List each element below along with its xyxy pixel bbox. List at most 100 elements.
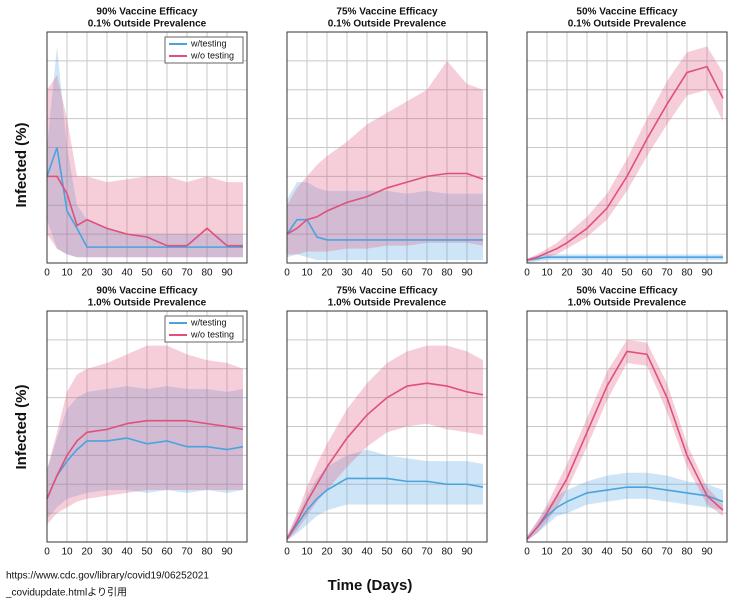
x-tick-label: 70 [421, 268, 433, 279]
x-tick-label: 10 [541, 547, 553, 558]
y-axis-label: Infected (%) [13, 122, 30, 207]
x-tick-label: 70 [421, 547, 433, 558]
x-tick-label: 40 [361, 547, 373, 558]
source-text: _covidupdate.htmlより引用 [5, 587, 127, 599]
plot-frame [286, 31, 488, 264]
x-tick-label: 90 [461, 268, 473, 279]
confidence-band [287, 449, 483, 541]
x-tick-label: 30 [581, 268, 593, 279]
series-line [526, 486, 724, 540]
x-tick-label: 90 [701, 547, 713, 558]
legend-box [164, 315, 244, 343]
confidence-band [287, 60, 483, 255]
x-tick-label: 70 [661, 547, 673, 558]
confidence-band [47, 75, 243, 258]
series-line [286, 382, 484, 540]
x-tick-label: 60 [161, 268, 173, 279]
confidence-band [527, 254, 723, 263]
x-tick-label: 60 [641, 547, 653, 558]
x-tick-label: 30 [101, 547, 113, 558]
x-tick-label: 40 [361, 268, 373, 279]
x-tick-label: 50 [141, 547, 153, 558]
x-tick-label: 30 [101, 268, 113, 279]
x-tick-label: 70 [661, 268, 673, 279]
x-tick-label: 50 [621, 547, 633, 558]
chart-subtitle: 1.0% Outside Prevalence [88, 298, 207, 309]
confidence-band [47, 386, 243, 519]
x-tick-label: 80 [201, 547, 213, 558]
chart-subtitle: 0.1% Outside Prevalence [568, 19, 687, 30]
series-line [286, 477, 484, 540]
chart-title: 50% Vaccine Efficacy [576, 7, 678, 18]
x-tick-label: 80 [681, 268, 693, 279]
plot-frame [526, 31, 728, 264]
x-tick-label: 10 [301, 547, 313, 558]
x-tick-label: 10 [541, 268, 553, 279]
x-tick-label: 30 [341, 268, 353, 279]
legend-label: w/testing [190, 317, 227, 327]
x-tick-label: 60 [161, 547, 173, 558]
x-tick-label: 50 [141, 268, 153, 279]
x-tick-label: 0 [524, 547, 530, 558]
x-tick-label: 60 [401, 547, 413, 558]
x-tick-label: 10 [61, 268, 73, 279]
chart-subtitle: 0.1% Outside Prevalence [88, 19, 207, 30]
x-tick-label: 20 [81, 268, 93, 279]
x-tick-label: 0 [44, 547, 50, 558]
x-tick-label: 20 [561, 268, 573, 279]
y-axis-label: Infected (%) [13, 384, 30, 469]
x-tick-label: 0 [284, 547, 290, 558]
chart-title: 90% Vaccine Efficacy [96, 7, 198, 18]
x-tick-label: 80 [681, 547, 693, 558]
x-tick-label: 50 [621, 268, 633, 279]
x-tick-label: 60 [401, 268, 413, 279]
confidence-band [527, 339, 723, 541]
series-line [286, 172, 484, 235]
x-tick-label: 20 [321, 268, 333, 279]
plot-frame [286, 310, 488, 543]
x-tick-label: 50 [381, 547, 393, 558]
confidence-band [47, 46, 243, 258]
series-line [526, 350, 724, 540]
confidence-band [47, 345, 243, 525]
x-axis-label: Time (Days) [328, 577, 413, 594]
x-tick-label: 90 [221, 547, 233, 558]
x-tick-label: 10 [61, 547, 73, 558]
x-tick-label: 0 [44, 268, 50, 279]
x-tick-label: 40 [121, 268, 133, 279]
legend-label: w/testing [190, 38, 227, 48]
plot-frame [526, 310, 728, 543]
x-tick-label: 70 [181, 547, 193, 558]
chart-title: 75% Vaccine Efficacy [336, 286, 438, 297]
x-tick-label: 80 [441, 547, 453, 558]
chart-title: 75% Vaccine Efficacy [336, 7, 438, 18]
confidence-band [527, 46, 723, 262]
source-text: https://www.cdc.gov/library/covid19/0625… [6, 571, 209, 582]
legend-label: w/o testing [190, 50, 234, 60]
chart-title: 90% Vaccine Efficacy [96, 286, 198, 297]
x-tick-label: 80 [441, 268, 453, 279]
confidence-band [527, 472, 723, 541]
x-tick-label: 90 [221, 268, 233, 279]
chart-subtitle: 1.0% Outside Prevalence [568, 298, 687, 309]
series-line [46, 437, 244, 500]
x-tick-label: 30 [581, 547, 593, 558]
x-tick-label: 90 [701, 268, 713, 279]
series-line [47, 175, 243, 247]
x-tick-label: 40 [601, 268, 613, 279]
x-tick-label: 10 [301, 268, 313, 279]
x-tick-label: 80 [201, 268, 213, 279]
plot-frame [46, 310, 248, 543]
x-tick-label: 40 [121, 547, 133, 558]
chart-subtitle: 1.0% Outside Prevalence [328, 298, 447, 309]
series-line [526, 65, 724, 261]
x-tick-label: 50 [381, 268, 393, 279]
x-tick-label: 70 [181, 268, 193, 279]
x-tick-label: 0 [284, 268, 290, 279]
chart-title: 50% Vaccine Efficacy [576, 286, 678, 297]
legend-box [164, 36, 244, 64]
x-tick-label: 0 [524, 268, 530, 279]
series-line [526, 256, 723, 261]
series-line [46, 419, 244, 500]
